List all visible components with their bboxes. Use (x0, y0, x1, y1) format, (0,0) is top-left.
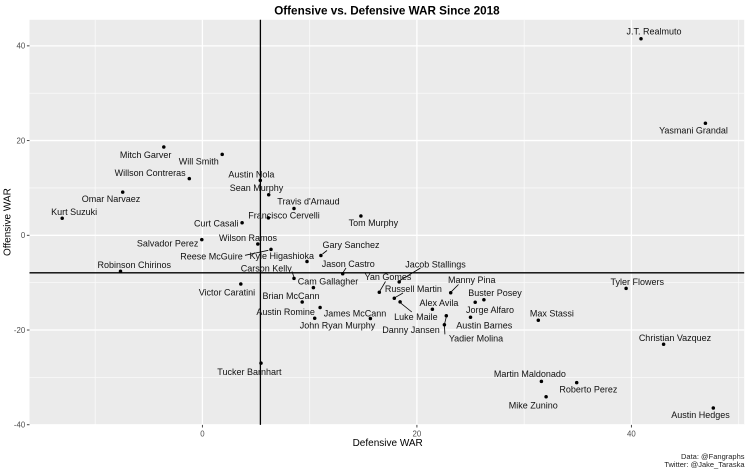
svg-text:Offensive vs. Defensive WAR Si: Offensive vs. Defensive WAR Since 2018 (274, 5, 500, 18)
svg-text:40: 40 (17, 42, 26, 51)
svg-text:Jason Castro: Jason Castro (322, 259, 375, 269)
svg-text:Salvador Perez: Salvador Perez (137, 239, 199, 249)
svg-text:Tom Murphy: Tom Murphy (349, 218, 399, 228)
svg-text:Austin Romine: Austin Romine (256, 307, 315, 317)
svg-text:Martin Maldonado: Martin Maldonado (494, 369, 566, 379)
svg-text:0: 0 (200, 429, 205, 438)
svg-text:Yasmani Grandal: Yasmani Grandal (659, 126, 728, 136)
svg-text:Jacob Stallings: Jacob Stallings (405, 260, 466, 270)
svg-text:Willson Contreras: Willson Contreras (115, 168, 187, 178)
svg-text:Robinson Chirinos: Robinson Chirinos (98, 260, 172, 270)
svg-text:Omar Narvaez: Omar Narvaez (82, 194, 141, 204)
svg-text:Kyle Higashioka: Kyle Higashioka (250, 251, 315, 261)
svg-text:Wilson Ramos: Wilson Ramos (219, 233, 278, 243)
svg-text:Defensive WAR: Defensive WAR (353, 438, 423, 449)
svg-text:Roberto Perez: Roberto Perez (559, 385, 618, 395)
svg-text:Luke Maile: Luke Maile (394, 312, 438, 322)
svg-text:20: 20 (413, 429, 422, 438)
svg-text:Danny Jansen: Danny Jansen (382, 325, 440, 335)
svg-text:Austin Barnes: Austin Barnes (456, 321, 513, 331)
svg-text:Russell Martin: Russell Martin (385, 284, 442, 294)
svg-text:Buster Posey: Buster Posey (468, 288, 522, 298)
svg-text:40: 40 (627, 429, 636, 438)
svg-text:Mitch Garver: Mitch Garver (120, 150, 172, 160)
svg-text:-40: -40 (14, 421, 26, 430)
svg-text:Gary Sanchez: Gary Sanchez (322, 240, 380, 250)
svg-text:Victor Caratini: Victor Caratini (199, 287, 255, 297)
svg-text:James McCann: James McCann (324, 308, 387, 318)
svg-text:Offensive WAR: Offensive WAR (3, 188, 14, 256)
svg-text:Mike Zunino: Mike Zunino (509, 401, 558, 411)
svg-text:Tucker Barnhart: Tucker Barnhart (217, 367, 282, 377)
svg-text:Sean Murphy: Sean Murphy (230, 183, 284, 193)
svg-text:Data: @Fangraphs: Data: @Fangraphs (681, 452, 745, 461)
svg-text:Alex Avila: Alex Avila (419, 298, 458, 308)
svg-text:Max Stassi: Max Stassi (530, 309, 574, 319)
svg-text:Brian McCann: Brian McCann (262, 291, 319, 301)
svg-text:Reese McGuire: Reese McGuire (180, 252, 243, 262)
svg-text:Jorge Alfaro: Jorge Alfaro (466, 305, 514, 315)
svg-text:Manny Pina: Manny Pina (448, 275, 496, 285)
svg-text:Cam Gallagher: Cam Gallagher (298, 277, 359, 287)
svg-text:Francisco Cervelli: Francisco Cervelli (248, 210, 320, 220)
svg-text:-20: -20 (14, 326, 26, 335)
svg-text:Yadier Molina: Yadier Molina (449, 334, 503, 344)
svg-text:20: 20 (17, 136, 26, 145)
svg-text:Austin Hedges: Austin Hedges (671, 410, 730, 420)
svg-text:Tyler Flowers: Tyler Flowers (611, 277, 665, 287)
svg-text:Curt Casali: Curt Casali (194, 219, 239, 229)
svg-text:Travis d'Arnaud: Travis d'Arnaud (277, 196, 339, 206)
svg-text:John Ryan Murphy: John Ryan Murphy (300, 321, 376, 331)
svg-text:Will Smith: Will Smith (179, 156, 219, 166)
svg-text:Austin Nola: Austin Nola (228, 169, 274, 179)
svg-text:Yan Gomes: Yan Gomes (365, 272, 412, 282)
svg-text:Carson Kelly: Carson Kelly (241, 264, 293, 274)
svg-text:J.T. Realmuto: J.T. Realmuto (626, 27, 681, 37)
svg-text:Christian Vazquez: Christian Vazquez (639, 333, 712, 343)
svg-text:Twitter: @Jake_Taraska: Twitter: @Jake_Taraska (664, 460, 745, 469)
svg-text:Kurt Suzuki: Kurt Suzuki (51, 207, 97, 217)
svg-text:0: 0 (21, 231, 26, 240)
